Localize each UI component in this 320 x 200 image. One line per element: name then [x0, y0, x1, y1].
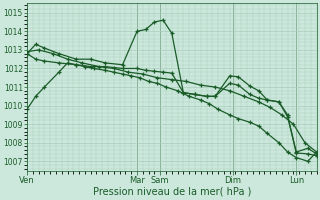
X-axis label: Pression niveau de la mer( hPa ): Pression niveau de la mer( hPa )	[92, 187, 251, 197]
